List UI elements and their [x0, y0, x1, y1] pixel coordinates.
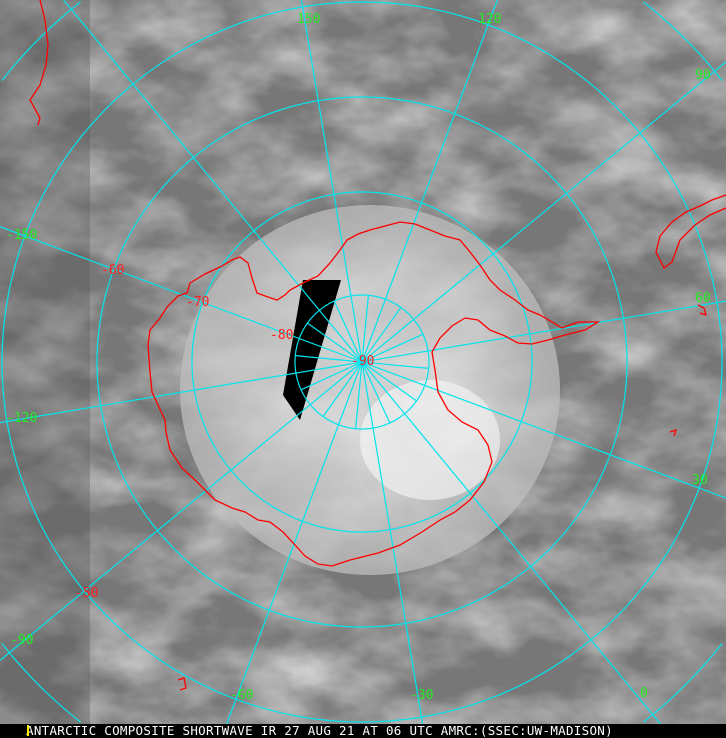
meridian-line: [322, 361, 363, 417]
antarctic-ice-sheet: [180, 205, 560, 575]
meridian-line: [361, 361, 429, 369]
meridian-line: [226, 361, 363, 724]
meridian-line: [361, 361, 424, 724]
latitude-circle-70: [191, 191, 533, 533]
latitude-circle-50: [1, 1, 723, 723]
longitude-label-minus-150: -150: [6, 228, 38, 243]
coastline-antarctica: [147, 221, 601, 567]
meridian-line: [361, 307, 402, 363]
meridian-line: [0, 361, 363, 661]
meridian-line: [333, 300, 363, 363]
meridian-line: [300, 361, 363, 391]
longitude-label-60: 60: [695, 291, 711, 306]
meridian-line: [300, 0, 363, 363]
dark-swath: [0, 0, 90, 724]
longitude-label-minus-30: -30: [410, 688, 434, 703]
latitude-label-minus-50: -50: [75, 586, 99, 601]
latitude-label-minus-70: -70: [186, 295, 210, 310]
longitude-label-150: 150: [297, 12, 321, 27]
meridian-line: [307, 322, 363, 363]
meridian-line: [361, 361, 726, 499]
coastline-tasmania-islands: [177, 677, 187, 691]
latitude-circle-60: [96, 96, 628, 628]
meridian-line: [361, 361, 417, 402]
caption-cursor-mark: [27, 725, 32, 736]
latitude-circle-80: [294, 294, 430, 430]
longitude-label-120: 120: [478, 12, 502, 27]
meridian-line: [361, 0, 498, 363]
coastline-new-zealand: [29, 0, 49, 126]
meridian-line: [355, 361, 363, 429]
longitude-label-30: 30: [692, 473, 708, 488]
coastline-south-america: [655, 194, 726, 269]
meridian-line: [295, 355, 363, 363]
longitude-label-90: 90: [695, 68, 711, 83]
longitude-label-minus-120: -120: [6, 411, 38, 426]
coastline: [29, 0, 726, 691]
coastline-south-georgia: [697, 304, 707, 317]
meridian-line: [361, 295, 369, 363]
longitude-label-0: 0: [640, 686, 648, 701]
meridian-line: [361, 61, 726, 363]
latitude-circle-40: [1, 1, 723, 723]
longitude-label-minus-60: -60: [230, 688, 254, 703]
meridian-line: [361, 333, 424, 363]
missing-data-wedge: [283, 280, 341, 420]
latitude-label-minus-60: -60: [101, 263, 125, 278]
bright-plateau: [360, 380, 500, 500]
meridian-line: [0, 361, 363, 424]
latitude-label-minus-90: -90: [351, 354, 375, 369]
coastline-africa-islands: [669, 428, 678, 437]
meridian-line: [63, 0, 363, 363]
meridian-line: [361, 361, 391, 424]
meridian-line: [361, 361, 661, 724]
latitude-label-minus-80: -80: [270, 328, 294, 343]
image-caption: ANTARCTIC COMPOSITE SHORTWAVE IR 27 AUG …: [0, 724, 726, 738]
caption-text: ANTARCTIC COMPOSITE SHORTWAVE IR 27 AUG …: [26, 724, 613, 738]
meridian-line: [361, 300, 726, 363]
longitude-label-minus-90: -90: [10, 633, 34, 648]
